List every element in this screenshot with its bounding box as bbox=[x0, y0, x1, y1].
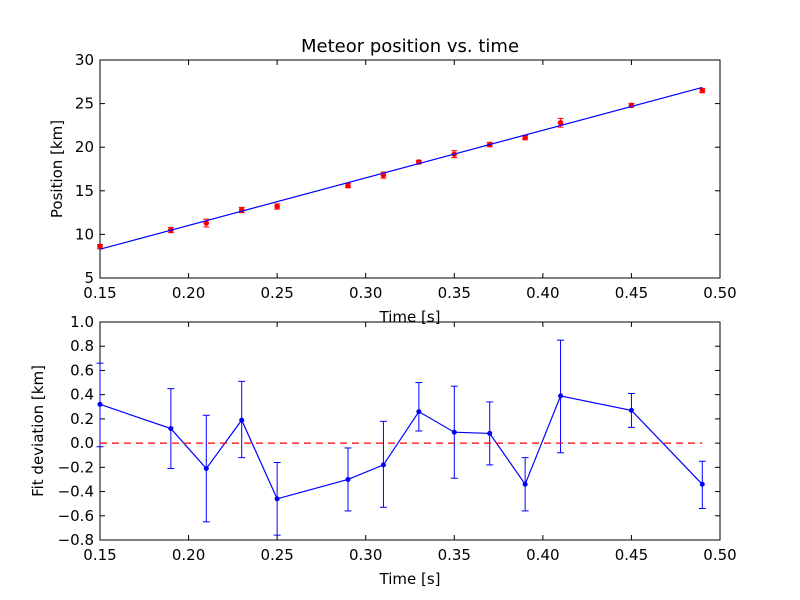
top-y-axis-label: Position [km] bbox=[48, 120, 66, 218]
deviation-data-point bbox=[522, 481, 528, 487]
deviation-panel: Time [s] Fit deviation [km] 0.15 0.20 0.25… bbox=[29, 313, 737, 588]
deviation-data-point bbox=[239, 417, 245, 423]
deviation-data-point bbox=[558, 393, 564, 399]
top-plot-frame bbox=[99, 59, 721, 279]
top-y-tick-label: 5 bbox=[84, 269, 94, 287]
top-x-tick-label: 0.50 bbox=[703, 284, 736, 302]
position-data-point bbox=[699, 87, 706, 94]
deviation-data-point bbox=[203, 466, 209, 472]
deviation-data-point bbox=[168, 426, 174, 432]
deviation-data-point bbox=[628, 407, 634, 413]
top-y-tick-label: 10 bbox=[75, 225, 94, 243]
bottom-y-axis-label: Fit deviation [km] bbox=[29, 365, 47, 497]
bottom-y-tick-label: 0.4 bbox=[70, 386, 94, 404]
top-x-tick-label: 0.20 bbox=[172, 284, 205, 302]
position-panel: Meteor position vs. time Time [s] Positi… bbox=[48, 36, 737, 326]
top-x-axis-label: Time [s] bbox=[379, 308, 441, 326]
bottom-x-tick-label: 0.25 bbox=[260, 546, 293, 564]
fit-line bbox=[99, 86, 703, 250]
bottom-y-tick-label: 0.8 bbox=[70, 337, 94, 355]
bottom-x-tick-label: 0.15 bbox=[83, 546, 116, 564]
deviation-data-point bbox=[487, 430, 493, 436]
top-x-tick-label: 0.35 bbox=[438, 284, 471, 302]
bottom-y-tick-label: 1.0 bbox=[70, 313, 94, 331]
top-y-tick-label: 20 bbox=[75, 138, 94, 156]
deviation-data-point bbox=[380, 462, 386, 468]
chart-title: Meteor position vs. time bbox=[301, 36, 519, 57]
deviation-data-point bbox=[699, 481, 705, 487]
bottom-y-tick-label: 0.0 bbox=[70, 434, 94, 452]
bottom-x-tick-label: 0.35 bbox=[438, 546, 471, 564]
top-y-tick-label: 25 bbox=[75, 95, 94, 113]
top-x-tick-label: 0.25 bbox=[260, 284, 293, 302]
deviation-data-point bbox=[451, 429, 457, 435]
top-y-tick-label: 15 bbox=[75, 182, 94, 200]
bottom-y-tick-label: −0.6 bbox=[58, 507, 94, 525]
deviation-data-point bbox=[274, 496, 280, 502]
bottom-y-tick-label: 0.6 bbox=[70, 361, 94, 379]
top-x-tick-label: 0.30 bbox=[349, 284, 382, 302]
bottom-y-tick-label: −0.4 bbox=[58, 483, 94, 501]
bottom-y-tick-label: −0.2 bbox=[58, 458, 94, 476]
top-x-tick-label: 0.15 bbox=[83, 284, 116, 302]
deviation-data-point bbox=[97, 401, 103, 407]
bottom-x-tick-label: 0.20 bbox=[172, 546, 205, 564]
bottom-x-tick-label: 0.30 bbox=[349, 546, 382, 564]
bottom-x-tick-label: 0.50 bbox=[703, 546, 736, 564]
bottom-y-tick-label: −0.8 bbox=[58, 531, 94, 549]
position-data-point bbox=[274, 203, 280, 210]
top-x-tick-label: 0.40 bbox=[526, 284, 559, 302]
top-y-tick-label: 30 bbox=[75, 51, 94, 69]
deviation-line bbox=[99, 395, 703, 500]
deviation-data-point bbox=[416, 409, 422, 415]
bottom-x-tick-label: 0.40 bbox=[526, 546, 559, 564]
bottom-x-axis-label: Time [s] bbox=[379, 570, 441, 588]
position-data-point bbox=[345, 182, 351, 189]
top-x-tick-label: 0.45 bbox=[615, 284, 648, 302]
deviation-data-point bbox=[345, 476, 351, 482]
bottom-y-tick-label: 0.2 bbox=[70, 410, 94, 428]
position-data-point bbox=[557, 119, 564, 126]
bottom-x-tick-label: 0.45 bbox=[615, 546, 648, 564]
